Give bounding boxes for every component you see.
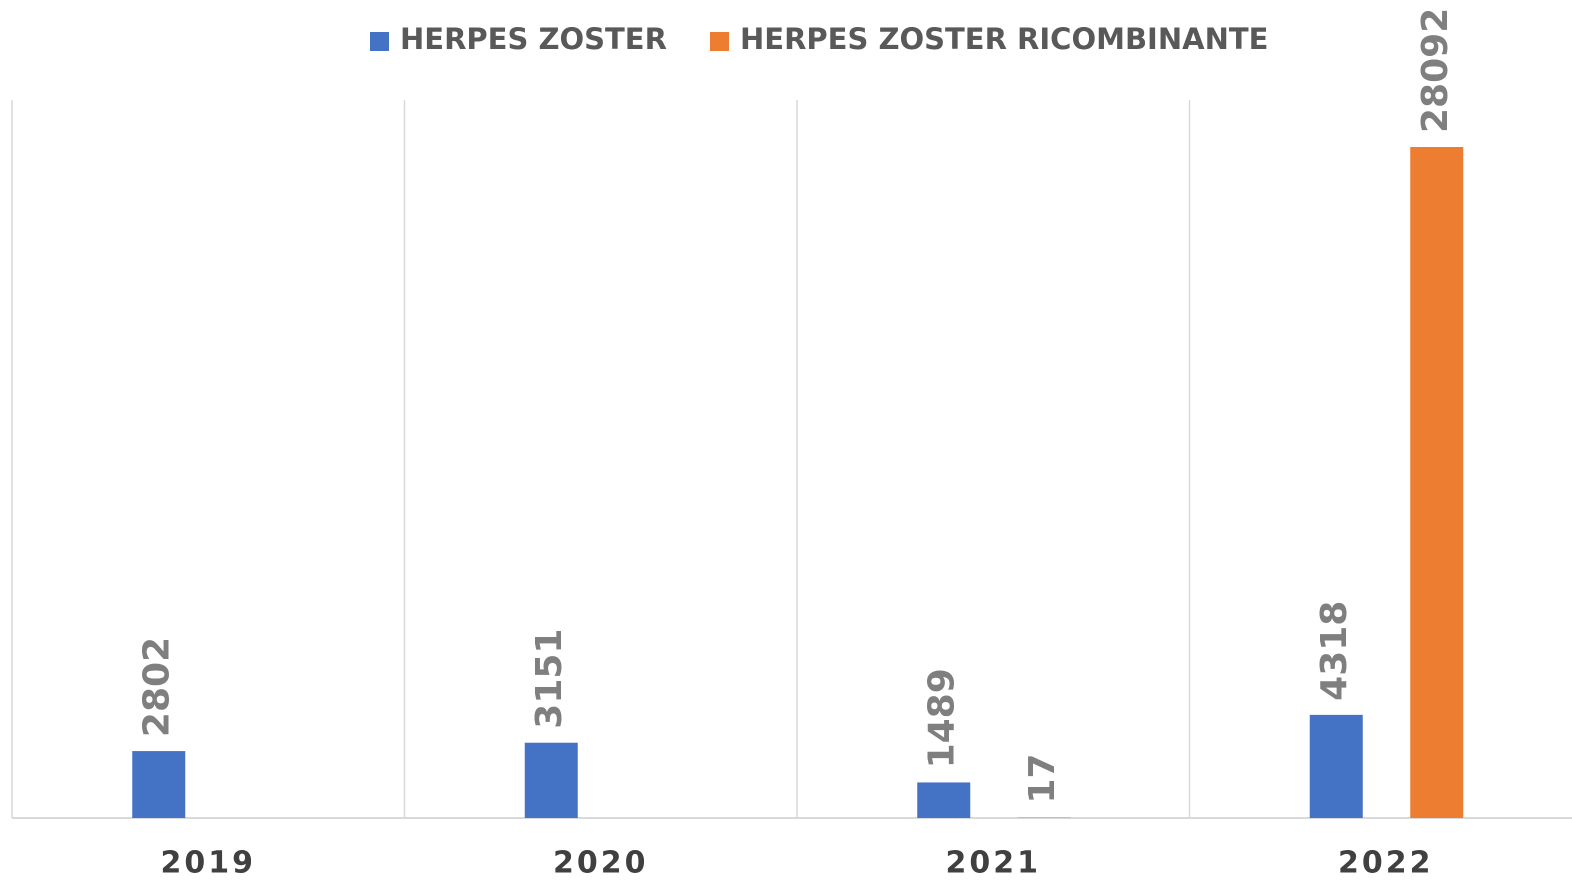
legend-label: HERPES ZOSTER RICOMBINANTE (740, 22, 1268, 56)
legend-label: HERPES ZOSTER (400, 22, 667, 56)
bar (524, 742, 578, 818)
data-label: 1489 (922, 668, 963, 768)
legend-swatch (370, 32, 389, 51)
data-label: 3151 (529, 629, 570, 729)
bar (1309, 714, 1363, 818)
bar (132, 751, 186, 818)
data-label: 4318 (1314, 601, 1355, 701)
bar (1410, 147, 1464, 818)
data-label: 28092 (1415, 8, 1456, 133)
data-label: 2802 (137, 637, 178, 737)
x-tick-label: 2022 (1338, 846, 1434, 881)
x-tick-label: 2019 (161, 846, 257, 881)
x-tick-label: 2021 (946, 846, 1042, 881)
x-tick-label: 2020 (553, 846, 649, 881)
data-label: 17 (1022, 753, 1063, 803)
bar (917, 782, 971, 818)
legend-swatch (710, 32, 729, 51)
